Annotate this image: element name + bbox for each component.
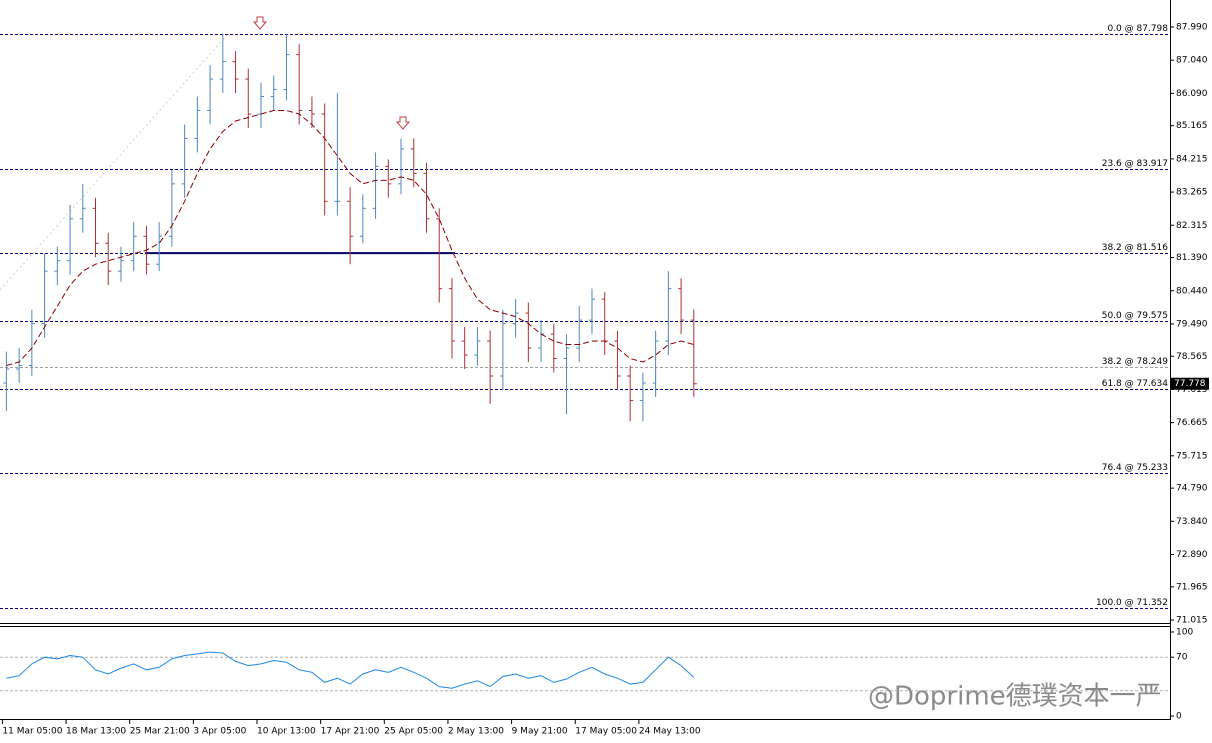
y-tick-label: 71.965 [1176,582,1208,592]
y-tick-label: 75.715 [1176,451,1208,461]
y-tick-label: 83.265 [1176,188,1208,198]
fib-label: 61.8 @ 77.634 [1102,379,1169,389]
y-tick-label: 78.565 [1176,352,1208,362]
watermark: @Doprime德璞资本一严 [868,682,1162,712]
y-tick-label: 73.840 [1176,517,1208,527]
x-tick-label: 17 May 05:00 [575,727,637,737]
x-tick-label: 17 Apr 21:00 [321,727,380,737]
y-tick-label: 76.665 [1176,418,1208,428]
y-tick-label: 0 [1176,712,1182,722]
fib-label: 100.0 @ 71.352 [1096,598,1168,608]
x-tick-label: 2 May 13:00 [448,727,504,737]
fib-label: 23.6 @ 83.917 [1102,159,1168,169]
moving-average [6,109,694,366]
x-tick-label: 10 Apr 13:00 [257,727,316,737]
last-price-label: 77.778 [1174,379,1206,389]
fractal-arrow [252,16,268,30]
y-tick-label: 80.440 [1176,286,1208,296]
y-tick-label: 79.490 [1176,319,1208,329]
fractal-arrow [395,116,411,130]
x-tick-label: 11 Mar 05:00 [2,727,62,737]
fib-label: 50.0 @ 79.575 [1102,311,1168,321]
x-tick-label: 18 Mar 13:00 [66,727,126,737]
x-tick-label: 9 May 21:00 [512,727,568,737]
fib-label: 0.0 @ 87.798 [1107,24,1168,34]
x-tick-label: 3 Apr 05:00 [193,727,246,737]
x-tick-label: 24 May 13:00 [639,727,701,737]
y-tick-label: 85.165 [1176,121,1208,131]
y-tick-label: 72.890 [1176,550,1208,560]
y-tick-label: 82.315 [1176,221,1208,231]
y-tick-label: 70 [1176,653,1188,663]
y-tick-label: 77.615 [1176,385,1208,395]
fib-label: 38.2 @ 81.516 [1102,243,1169,253]
y-tick-label: 87.040 [1176,56,1208,66]
x-tick-label: 25 Apr 05:00 [384,727,443,737]
fib-label: 38.2 @ 78.249 [1102,357,1169,367]
y-tick-label: 87.990 [1176,23,1208,33]
y-tick-label: 86.090 [1176,89,1208,99]
y-tick-label: 71.015 [1176,616,1208,626]
y-tick-label: 74.790 [1176,484,1208,494]
last-price-box [1171,377,1209,390]
rsi-line [6,651,695,689]
fib-trend-line [0,34,228,291]
fib-label: 76.4 @ 75.233 [1102,463,1168,473]
y-tick-label: 81.390 [1176,253,1208,263]
x-tick-label: 25 Mar 21:00 [130,727,190,737]
y-tick-label: 84.215 [1176,154,1208,164]
y-tick-label: 100 [1176,628,1193,638]
